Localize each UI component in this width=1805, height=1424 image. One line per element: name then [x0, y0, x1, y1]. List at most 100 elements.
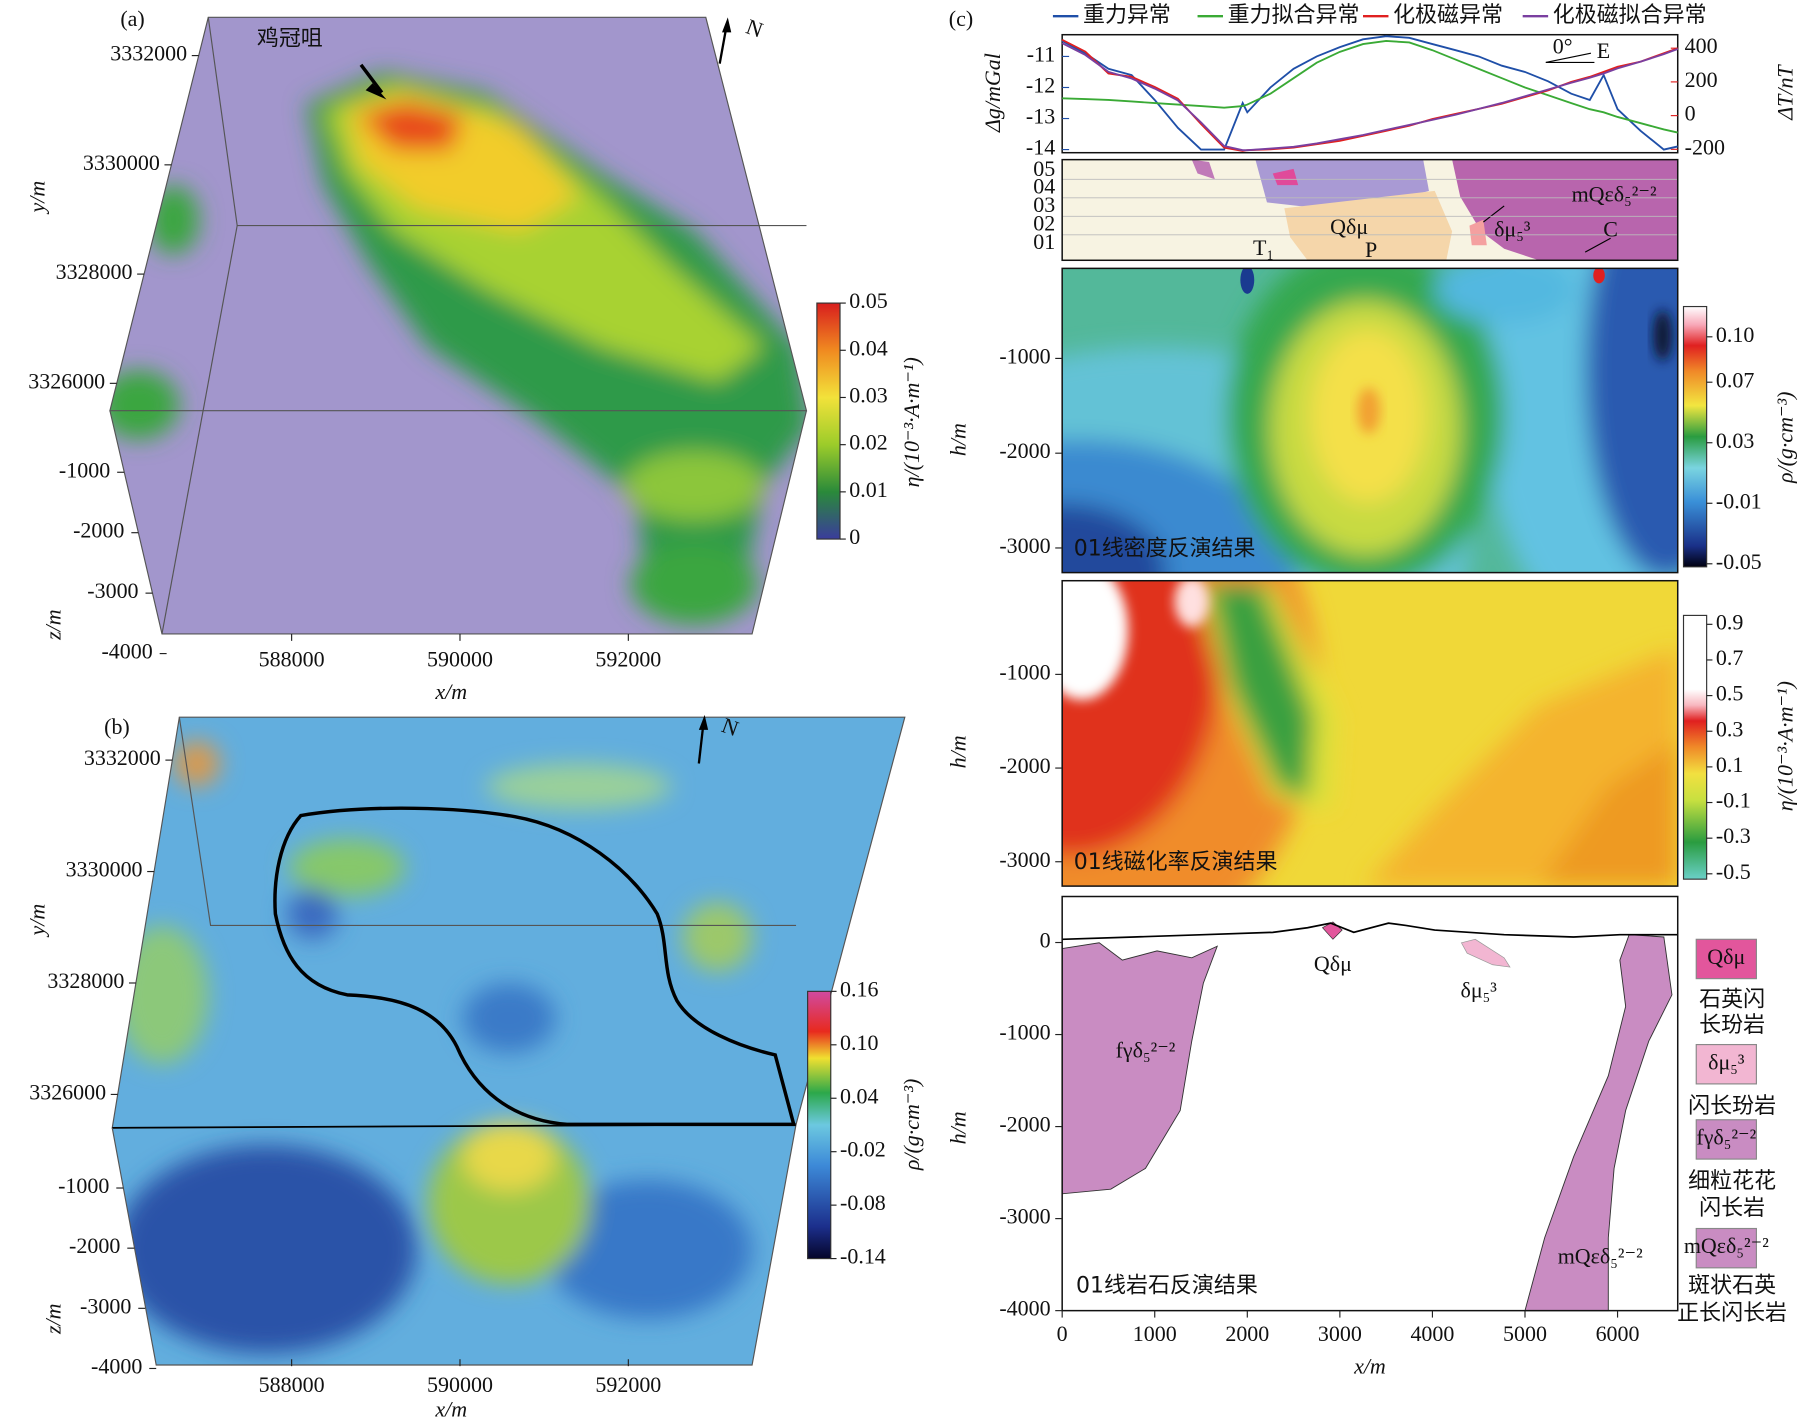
- z-axis-label: z/m: [41, 609, 66, 641]
- legend-label: 重力异常: [1083, 3, 1171, 28]
- x-axis-label: x/m: [434, 1396, 467, 1421]
- y-tick-label: -12: [1026, 73, 1055, 98]
- y-tick-label: -2000: [999, 753, 1050, 778]
- legend-swatch: [1695, 938, 1757, 980]
- y-axis-label: y/m: [24, 181, 49, 215]
- legend-label: 正长闪长岩: [1677, 1301, 1787, 1326]
- legend-label: 闪长玢岩: [1688, 1094, 1776, 1119]
- colorbar-tick-label: 0.16: [840, 976, 878, 1001]
- density-section: [1062, 268, 1678, 573]
- y-tick-label: -1000: [999, 343, 1050, 368]
- contour-core: [1174, 580, 1210, 627]
- layer-lines: [1062, 178, 1678, 236]
- annotation-arrowhead: [365, 83, 387, 100]
- strip-frame: [1061, 158, 1679, 262]
- legend-symbol: δμ₅³: [1708, 1049, 1745, 1074]
- legend-label: 重力拟合异常: [1228, 3, 1360, 28]
- panel-label: (b): [104, 714, 130, 739]
- volume-a: [109, 17, 807, 634]
- high-density: [485, 763, 672, 810]
- annotation-arrow: [359, 63, 384, 94]
- colorbar-tick-label: 0.01: [849, 477, 887, 502]
- x-tick-label: 4000: [1410, 1321, 1454, 1346]
- x-tick-label: 6000: [1596, 1321, 1640, 1346]
- legend-symbol: mQεδ₅²⁻²: [1684, 1233, 1769, 1258]
- y-tick-label: -2000: [999, 438, 1050, 463]
- colorbar-label: ρ/(g·cm⁻³): [1773, 391, 1798, 484]
- section-strip: [1061, 158, 1679, 262]
- legend-label: 长玢岩: [1699, 1013, 1765, 1038]
- panel-title: 01线密度反演结果: [1074, 536, 1256, 561]
- y-tick-label: -3000: [999, 1204, 1050, 1229]
- colorbar-label: ρ/(g·cm⁻³): [899, 1079, 924, 1172]
- colorbar-tick-label: 0.03: [1716, 428, 1754, 453]
- y-axis-label: y/m: [24, 904, 49, 938]
- contour-core: [1593, 268, 1605, 284]
- colorbar: [816, 302, 841, 540]
- x-tick-label: 590000: [427, 647, 493, 672]
- colorbar-tick-label: 0.10: [840, 1030, 878, 1055]
- colorbar-label: η/(10⁻³·A·m⁻¹): [899, 357, 924, 487]
- colorbar: [1682, 614, 1708, 880]
- z-axis-label: z/m: [41, 1303, 66, 1335]
- orientation-angle: 0°: [1553, 34, 1573, 59]
- density-texture: [115, 740, 753, 1354]
- high-density: [173, 740, 220, 787]
- z-tick-label: -1000: [58, 1173, 109, 1198]
- anomaly-west: [148, 185, 200, 255]
- unit-tan: [1284, 190, 1453, 261]
- topography: [1062, 922, 1678, 941]
- y2-tick-label: 400: [1685, 33, 1718, 58]
- layer-tick-label: 01: [1033, 229, 1055, 254]
- legend-label: 细粒花花: [1688, 1169, 1776, 1194]
- y-tick-label: -1000: [999, 659, 1050, 684]
- high-density: [682, 902, 753, 972]
- colorbar-tick-label: -0.5: [1716, 859, 1751, 884]
- anomaly-red: [358, 101, 463, 151]
- y-axis-label: h/m: [945, 735, 970, 768]
- colorbar-tick-label: 0.9: [1716, 609, 1743, 634]
- y-tick-label: 3326000: [29, 1079, 106, 1104]
- x-axis-label: x/m: [434, 679, 467, 704]
- legend-symbol: Qδμ: [1707, 944, 1745, 969]
- y-tick-label: -13: [1026, 104, 1055, 129]
- legend-swatch: [1695, 1227, 1757, 1269]
- contour-band: [1209, 584, 1314, 799]
- orientation-line: [1545, 52, 1592, 64]
- y-tick-label: 3330000: [83, 150, 160, 175]
- panel-label: (c): [949, 6, 973, 31]
- y2-tick-label: -200: [1685, 134, 1725, 159]
- orientation-direction: E: [1597, 38, 1610, 63]
- volume-b: [112, 717, 905, 1366]
- anomaly-deep: [624, 451, 764, 521]
- series-line: [1061, 42, 1679, 152]
- z-tick-label: -4000: [101, 639, 152, 664]
- contour-core: [1240, 268, 1255, 294]
- z-tick-label: -2000: [69, 1233, 120, 1258]
- hidden-edge: [178, 717, 797, 927]
- z-tick-label: -3000: [87, 578, 138, 603]
- z-tick-label: -4000: [91, 1354, 142, 1379]
- legend-label: 化极磁异常: [1393, 3, 1503, 28]
- box-front: [111, 1124, 797, 1366]
- x-tick-label: 5000: [1503, 1321, 1547, 1346]
- annotation: 鸡冠咀: [257, 26, 323, 51]
- y-tick-label: 3332000: [110, 41, 187, 66]
- low-density: [115, 1145, 417, 1354]
- z-tick-label: -3000: [80, 1293, 131, 1318]
- layer-tick-label: 02: [1033, 211, 1055, 236]
- layer-tick-label: 04: [1033, 174, 1055, 199]
- legend-label: 闪长岩: [1699, 1196, 1765, 1221]
- anomaly-deep: [630, 543, 758, 625]
- y-tick-label: 3328000: [56, 259, 133, 284]
- colorbar: [1682, 305, 1708, 568]
- y-tick-label: 3332000: [84, 745, 161, 770]
- legend-label: 斑状石英: [1688, 1273, 1776, 1298]
- colorbar-tick-label: -0.3: [1716, 823, 1751, 848]
- y-tick-label: -2000: [999, 1112, 1050, 1137]
- y-tick-label: -4000: [999, 1296, 1050, 1321]
- x-tick-label: 592000: [595, 1372, 661, 1397]
- x-tick-label: 1000: [1133, 1321, 1177, 1346]
- x-tick-label: 588000: [259, 647, 325, 672]
